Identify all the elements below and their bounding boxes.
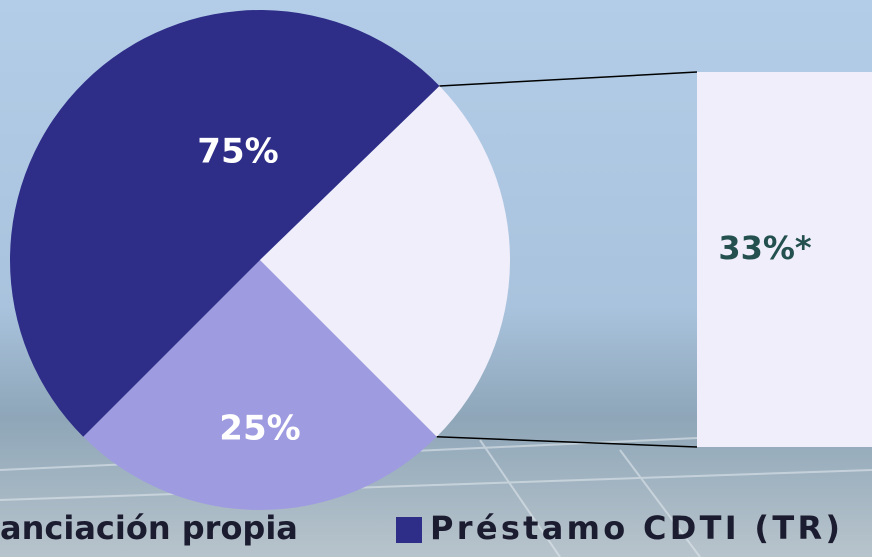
legend-swatch — [396, 517, 422, 543]
breakout-label: 33%* — [718, 229, 812, 267]
value-label: 25% — [219, 409, 300, 449]
legend-label: anciación propia — [0, 509, 298, 547]
value-label: 75% — [197, 132, 278, 172]
legend-label: Préstamo CDTI (TR) — [430, 509, 840, 547]
chart: 25% 75% 33%* anciación propia Préstamo CDTI … — [0, 0, 872, 557]
